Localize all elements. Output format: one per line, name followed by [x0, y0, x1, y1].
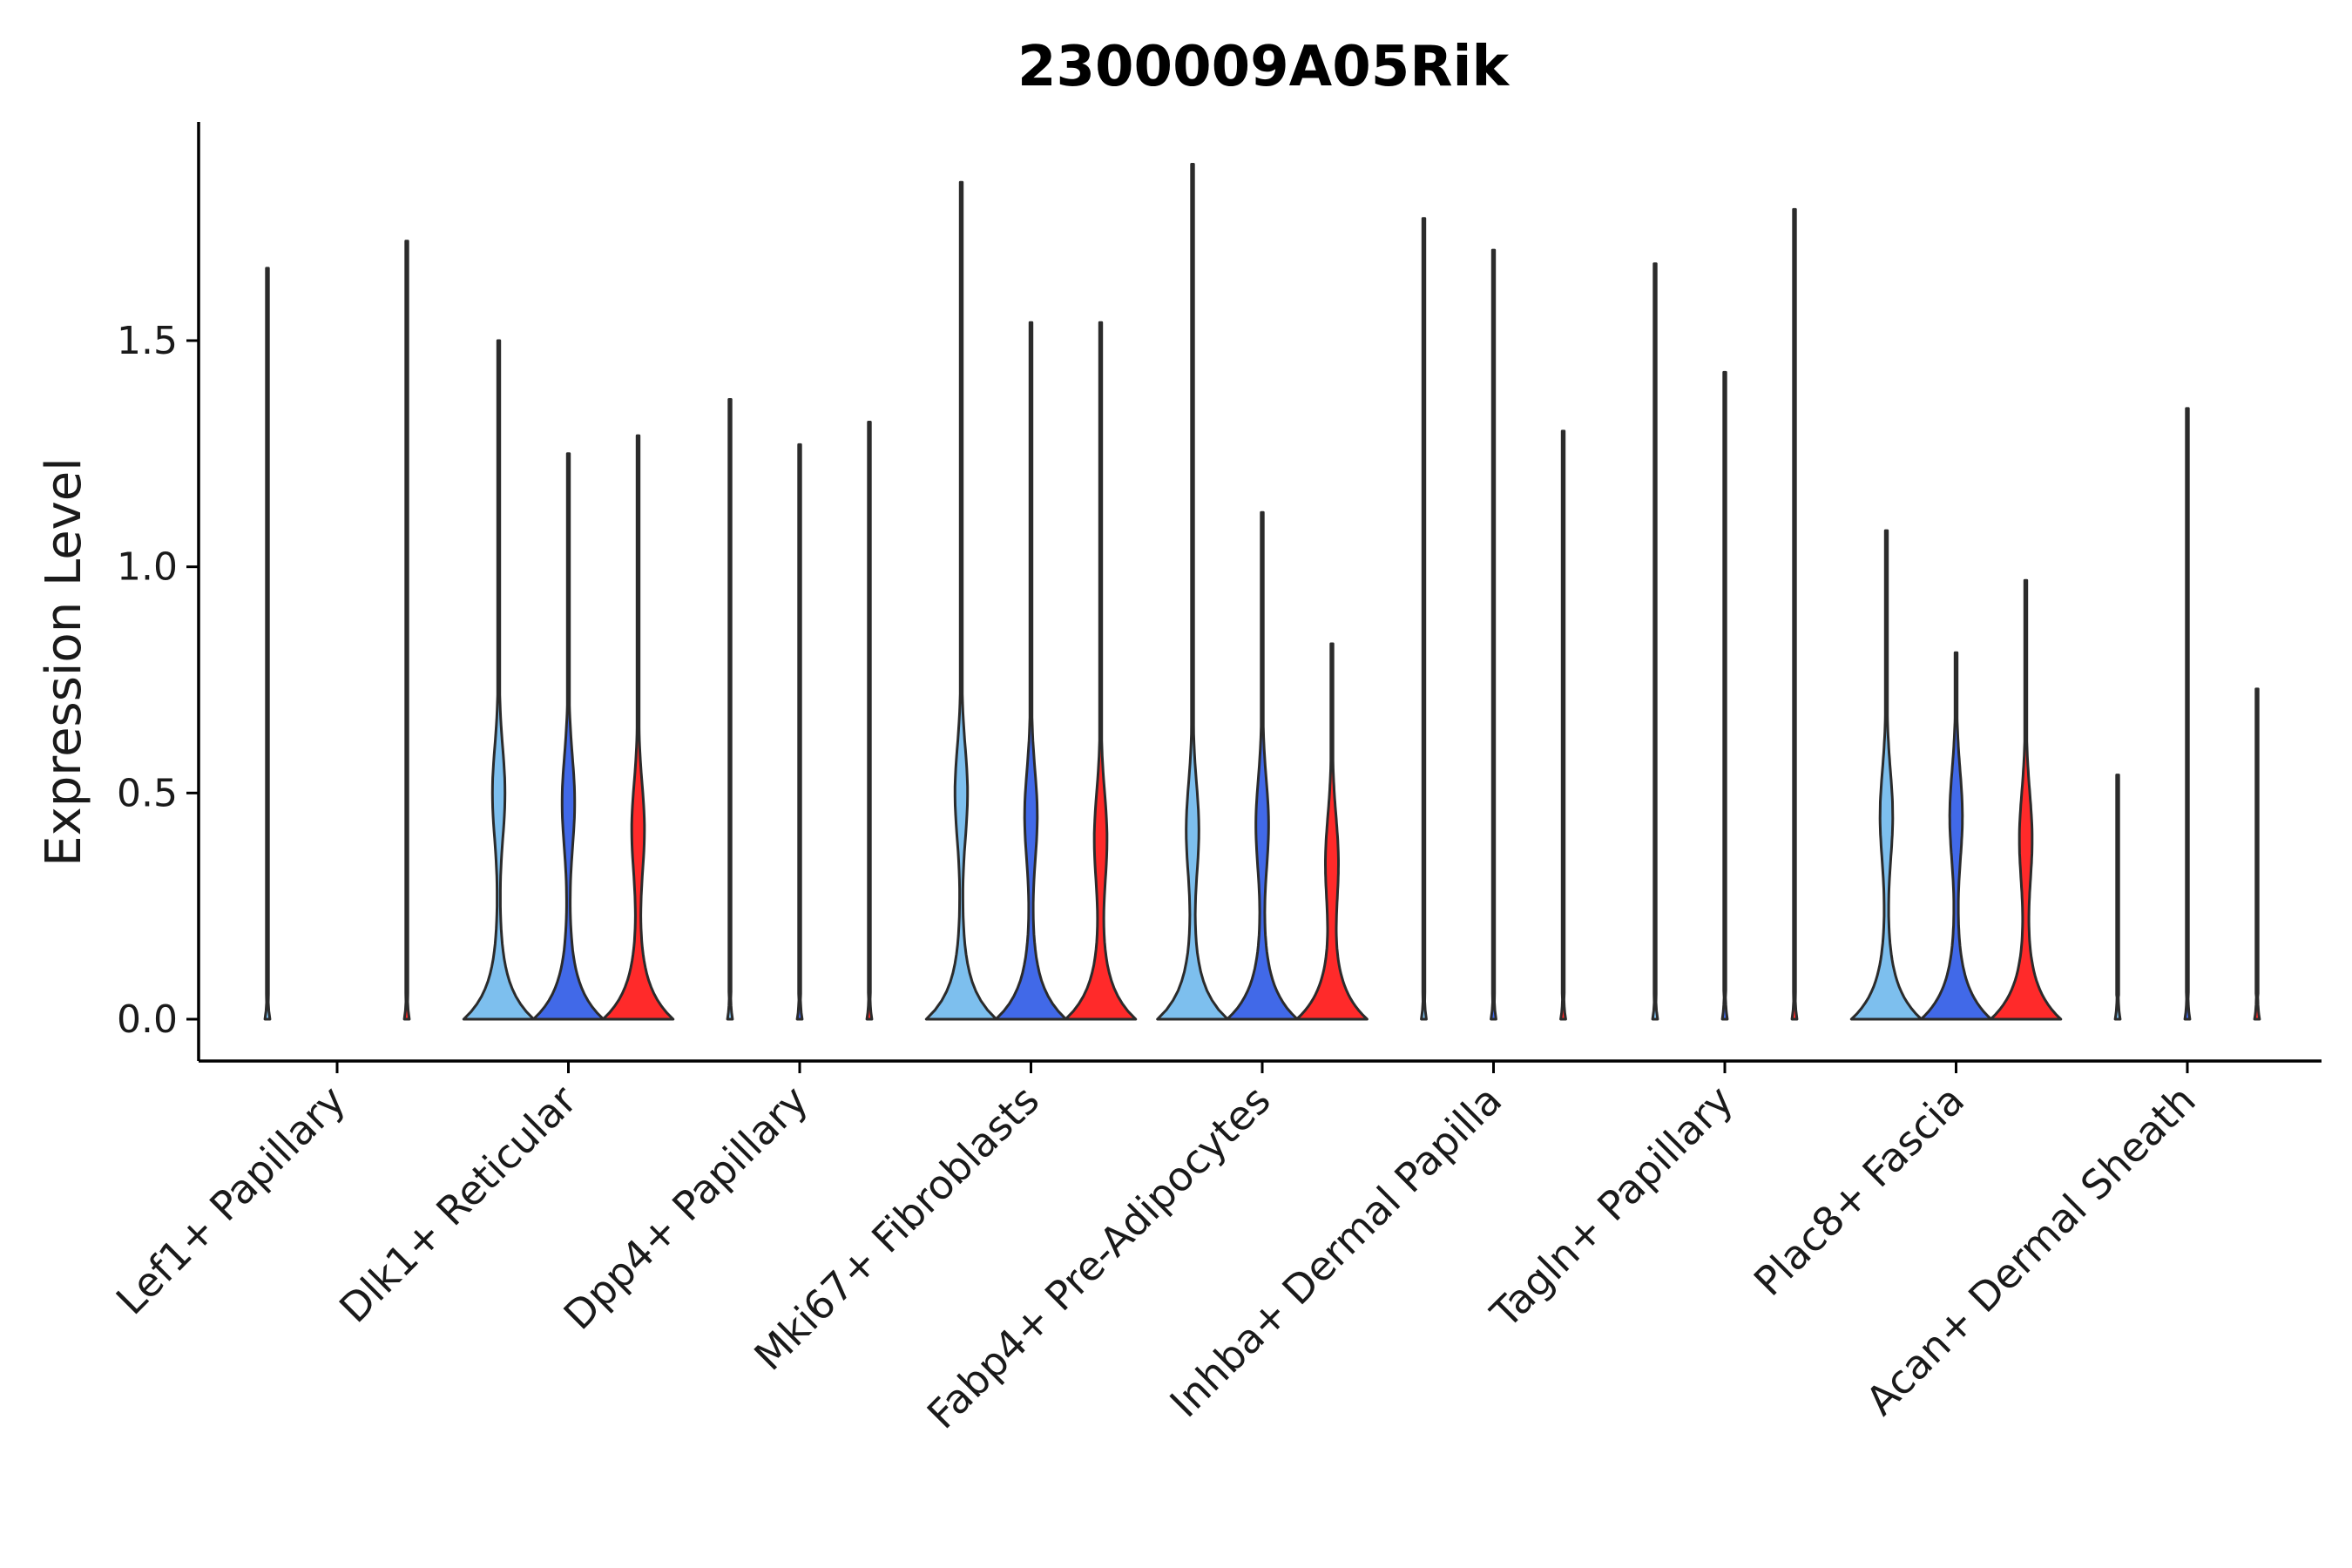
y-tick-label: 1.0	[117, 545, 178, 590]
x-tick-label: Dpp4+ Papillary	[555, 1077, 817, 1339]
violin-0-2	[402, 240, 411, 1021]
violin-7-1	[1919, 651, 1993, 1021]
violin-7-0	[1849, 529, 1923, 1021]
x-tick-label: Tagln+ Papillary	[1481, 1077, 1742, 1338]
violin-4-0	[1156, 163, 1229, 1021]
violin-2-1	[795, 443, 804, 1021]
violin-3-2	[1064, 321, 1138, 1021]
violin-4-2	[1295, 642, 1369, 1021]
y-tick-label: 0.0	[117, 997, 178, 1042]
violin-1-0	[462, 339, 536, 1021]
violin-3-0	[924, 180, 998, 1021]
violin-6-1	[1720, 370, 1729, 1021]
violin-2-0	[726, 398, 734, 1021]
violin-8-2	[2253, 687, 2261, 1021]
violin-2-2	[865, 421, 874, 1021]
violin-8-0	[2113, 774, 2122, 1021]
y-ticks: 0.0 0.5 1.0 1.5	[117, 319, 199, 1042]
violin-1-2	[601, 434, 675, 1021]
x-tick-label: Dlk1+ Reticular	[330, 1077, 585, 1332]
violin-3-1	[994, 321, 1068, 1021]
violin-5-0	[1420, 217, 1428, 1021]
x-tick-label: Plac8+ Fascia	[1745, 1077, 1973, 1305]
y-axis-label: Expression Level	[36, 457, 92, 867]
violin-group	[263, 163, 2261, 1021]
violin-0-0	[263, 267, 272, 1021]
violin-4-1	[1226, 510, 1299, 1021]
violin-5-2	[1559, 429, 1567, 1021]
y-tick-label: 0.5	[117, 771, 178, 815]
violin-8-1	[2183, 407, 2192, 1021]
violin-6-0	[1651, 262, 1659, 1021]
violin-7-2	[1989, 578, 2063, 1021]
axes	[197, 122, 2322, 1063]
violin-1-1	[531, 452, 605, 1021]
violin-6-2	[1790, 207, 1799, 1021]
chart-title: 2300009A05Rik	[1017, 35, 1511, 99]
violin-5-1	[1490, 248, 1497, 1021]
y-tick-label: 1.5	[117, 319, 178, 363]
x-tick-label: Lef1+ Papillary	[107, 1077, 355, 1324]
